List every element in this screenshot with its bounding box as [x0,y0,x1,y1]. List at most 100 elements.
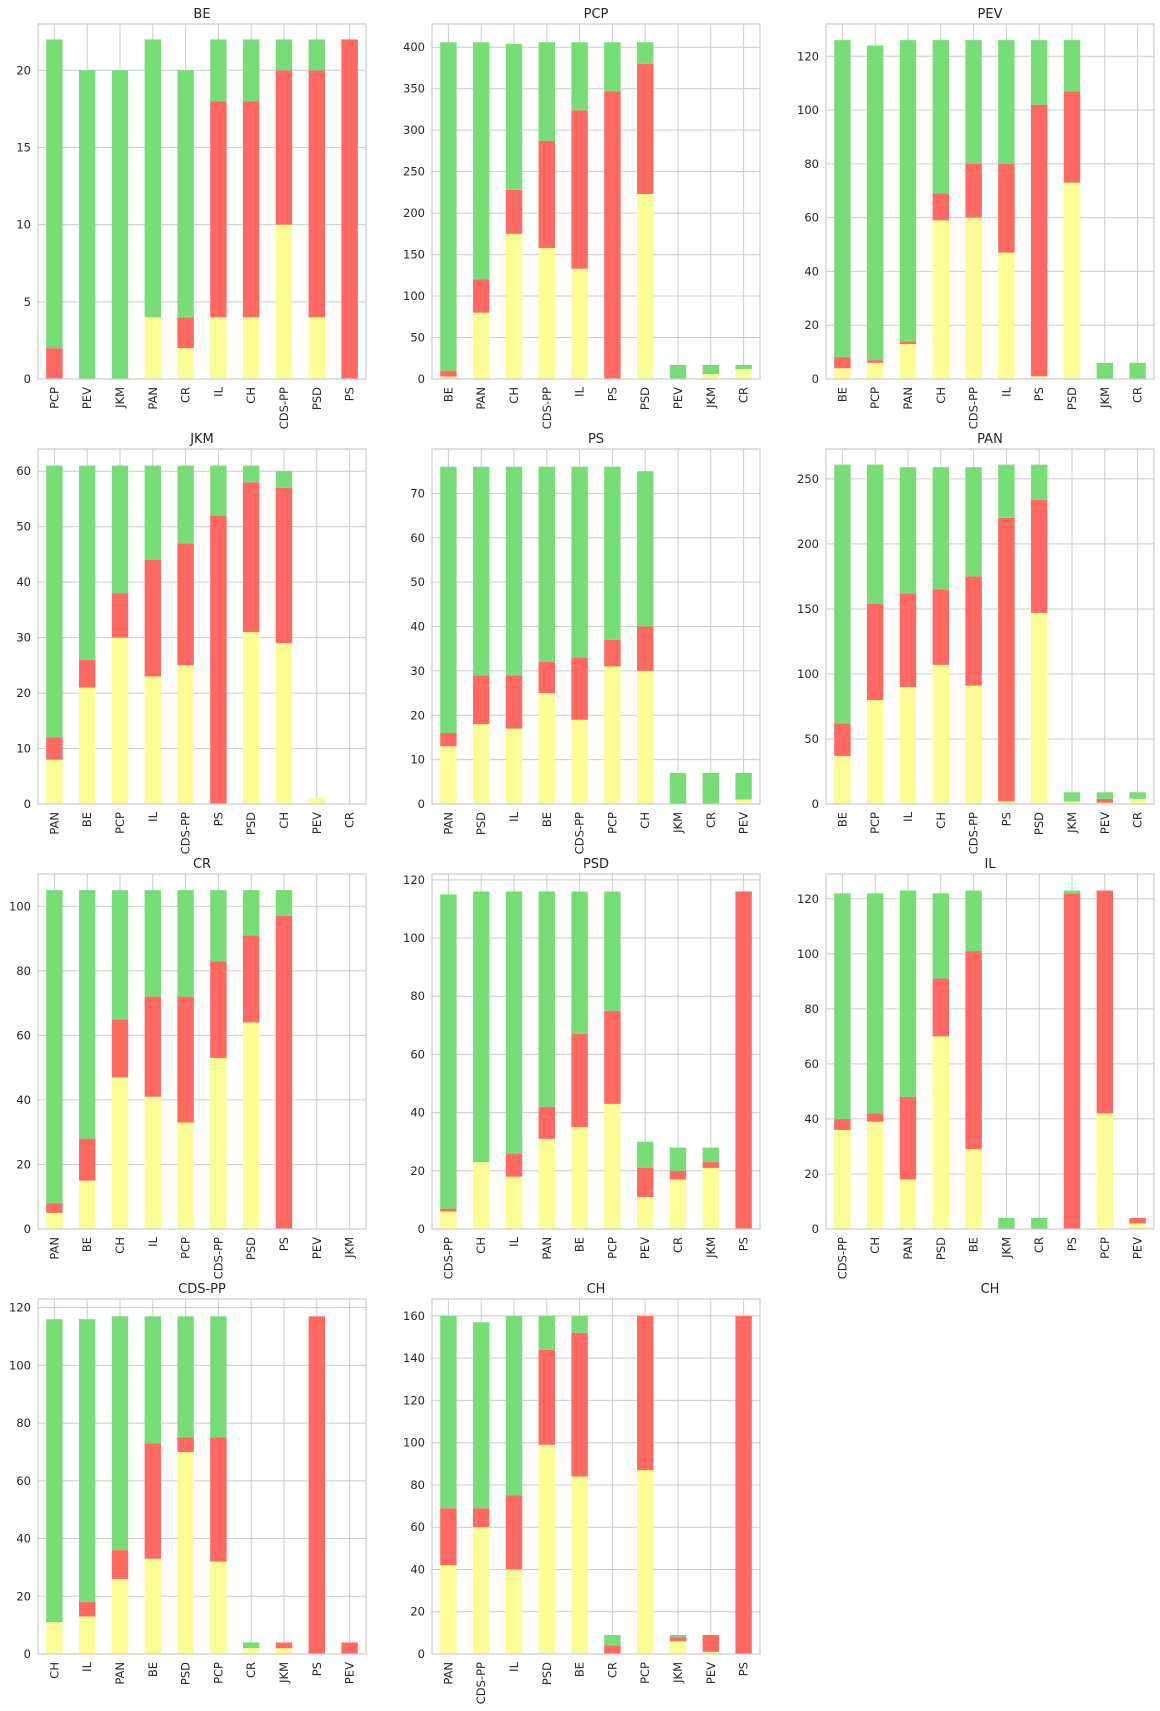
bar-segment-red [275,1642,293,1649]
bar-segment-yellow [998,801,1015,804]
bar-segment-yellow [1063,801,1081,804]
x-tick-label: PCP [211,1662,225,1684]
bar-segment-red [669,1637,687,1642]
bar-segment-green [505,1315,523,1496]
bar-segment-green [243,890,260,936]
y-tick-label: 150 [403,248,425,262]
bar-segment-yellow [571,719,588,804]
bar-segment-yellow [243,1022,260,1229]
bar-segment-green [473,891,490,1163]
x-tick-label: PS [999,812,1013,826]
x-tick-label: CH [474,1237,488,1254]
x-tick-label: CR [244,1662,258,1678]
x-tick-label: JKM [343,1237,357,1259]
bar-segment-red [177,996,194,1123]
x-tick-label: JKM [704,387,718,409]
plot-frame [825,23,1155,380]
bar-segment-yellow [440,1211,457,1229]
x-tick-label: BE [540,812,554,827]
bar-segment-red [669,1170,687,1180]
y-tick-label: 120 [9,1301,31,1315]
bar-segment-yellow [505,1176,523,1229]
bar-segment-yellow [473,1527,490,1654]
bar-segment-yellow [144,317,161,379]
bar-segment-green [177,465,194,544]
bar-segment-red [341,1642,358,1654]
y-tick-label: 120 [797,892,819,906]
bar-segment-red [210,1437,227,1562]
bar-segment-green [1096,362,1113,379]
x-tick-label: PAN [474,387,488,410]
subplot-7: PSD 0 20 40 60 80 100 120 CDS-PP CH IL PAN BE PCP PEV C… [403,857,761,1279]
bar-segment-green [669,1147,687,1171]
bar-segment-green [867,464,884,604]
bar-segment-yellow [210,1561,227,1654]
x-tick-label: PCP [179,1237,193,1259]
bar-segment-red [177,543,194,666]
x-tick-label: PSD [474,812,488,835]
bar-segment-red [867,360,884,363]
bar-segment-green [111,70,129,379]
bar-segment-green [669,364,687,379]
bar-segment-yellow [735,369,752,379]
bar-segment-red [637,63,654,195]
bar-segment-green [932,893,949,979]
bar-segment-green [899,467,917,594]
bar-segment-yellow [46,759,63,804]
bar-segment-green [111,890,129,1020]
bar-segment-green [538,42,555,141]
x-tick-label: IL [901,811,915,821]
bar-segment-yellow [604,666,621,804]
bar-segment-green [505,43,523,190]
bar-segment-green [669,1634,687,1638]
y-tick-label: 100 [9,899,31,913]
bar-segment-green [604,466,621,640]
y-tick-label: 0 [812,1222,819,1236]
bar-segment-red [177,317,194,349]
bar-segment-red [571,657,588,720]
bar-segment-red [965,951,982,1150]
bar-segment-yellow [79,1616,96,1654]
bar-segment-green [79,1319,96,1603]
y-tick-label: 0 [418,797,425,811]
x-tick-label: CDS-PP [211,1237,225,1279]
x-tick-label: PAN [47,812,61,835]
y-tick-label: 100 [9,1358,31,1372]
x-tick-label: PCP [605,812,619,834]
bar-segment-green [604,891,621,1011]
bar-segment-red [538,140,555,248]
y-tick-label: 40 [410,1106,425,1120]
bar-segment-yellow [538,1444,555,1654]
bar-segment-red [571,1034,588,1128]
bar-segment-red [505,189,523,234]
bar-segment-green [735,364,752,370]
bar-segment-yellow [834,368,851,379]
subplot-3: JKM 0 10 20 30 40 50 60 PAN BE PCP IL CDS-PP PS PSD CH P… [16,432,367,854]
y-tick-label: 400 [403,40,425,54]
bar-segment-green [144,1316,161,1444]
x-tick-label: CDS-PP [967,812,981,854]
bar-segment-red [144,996,161,1097]
bar-segment-yellow [1063,182,1081,379]
y-tick-label: 80 [16,1416,31,1430]
bar-segment-yellow [275,224,293,379]
y-tick-label: 30 [410,664,425,678]
bar-segment-yellow [538,693,555,804]
bar-segment-red [440,370,457,377]
y-tick-label: 20 [16,1157,31,1171]
bar-segment-green [604,1634,621,1646]
bar-segment-red [177,1437,194,1452]
y-tick-label: 50 [410,575,425,589]
bar-segment-red [440,1208,457,1212]
plot-frame [431,23,761,380]
y-tick-label: 0 [812,372,819,386]
bar-segment-yellow [1129,1223,1146,1229]
bar-segment-green [571,891,588,1035]
x-tick-label: IL [146,811,160,821]
y-tick-label: 140 [403,1351,425,1365]
x-tick-label: PEV [704,1662,718,1684]
bar-segment-yellow [1031,612,1048,804]
x-tick-label: IL [211,386,225,396]
y-tick-label: 150 [797,602,819,616]
